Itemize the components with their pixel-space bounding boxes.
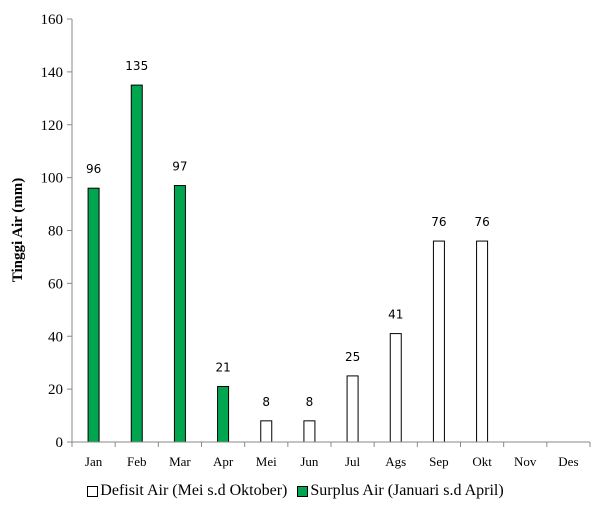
bar-defisit-jun [303,420,316,443]
x-tick-label-sep: Sep [429,454,449,469]
data-label-okt: 76 [474,215,489,229]
legend-item-defisit: Defisit Air (Mei s.d Oktober) [87,482,287,500]
data-label-jul: 25 [345,350,360,364]
y-axis-ticks: 0 20 40 60 80 100 120 140 160 [41,12,72,451]
x-tick-label-okt: Okt [472,454,492,469]
y-axis-title: Tinggi Air (mm) [10,178,26,282]
bar-defisit-sep [432,240,445,443]
y-tick-label: 60 [48,276,63,292]
x-tick-label-nov: Nov [514,454,537,469]
bar-defisit-okt [476,240,489,443]
y-tick-label: 100 [41,171,64,187]
data-label-ags: 41 [388,308,403,322]
bar-defisit-ags [389,333,402,443]
x-tick-label-feb: Feb [127,454,147,469]
data-label-mei: 8 [262,395,270,409]
x-tick-label-jan: Jan [85,454,103,469]
bar-defisit-mei [260,420,273,443]
y-tick-label: 40 [48,329,63,345]
legend-item-surplus: Surplus Air (Januari s.d April) [297,482,504,500]
x-tick-label-des: Des [558,454,578,469]
y-tick-label: 120 [41,118,64,134]
data-labels: 8 8 25 41 76 76 96 135 97 21 [86,59,490,409]
legend-label-surplus: Surplus Air (Januari s.d April) [310,482,504,499]
x-tick-label-ags: Ags [385,454,406,469]
y-tick-label: 160 [41,12,64,28]
legend: Defisit Air (Mei s.d Oktober) Surplus Ai… [0,479,591,503]
bar-surplus-jan [87,187,100,443]
bars [87,84,489,443]
x-tick-label-jun: Jun [300,454,319,469]
data-label-apr: 21 [215,360,230,374]
data-label-jan: 96 [86,162,101,176]
x-axis-labels: Jan Feb Mar Apr Mei Jun Jul Ags Sep Okt Nov Des [71,442,591,469]
data-label-feb: 135 [125,59,148,73]
y-tick-label: 0 [56,435,64,451]
bar-surplus-apr [217,385,230,443]
x-tick-label-jul: Jul [345,454,361,469]
bar-defisit-jul [346,375,359,443]
x-tick-label-apr: Apr [213,454,234,469]
y-tick-label: 140 [41,65,64,81]
legend-label-defisit: Defisit Air (Mei s.d Oktober) [100,482,288,499]
legend-swatch-surplus [297,485,309,497]
x-tick-label-mei: Mei [256,454,277,469]
data-label-jun: 8 [306,395,314,409]
data-label-mar: 97 [172,160,187,174]
legend-swatch-defisit [87,485,99,497]
y-tick-label: 80 [48,224,63,240]
x-tick-label-mar: Mar [169,454,191,469]
y-tick-label: 20 [48,382,63,398]
bar-surplus-mar [173,185,186,443]
bar-surplus-feb [130,84,143,443]
data-label-sep: 76 [431,215,446,229]
